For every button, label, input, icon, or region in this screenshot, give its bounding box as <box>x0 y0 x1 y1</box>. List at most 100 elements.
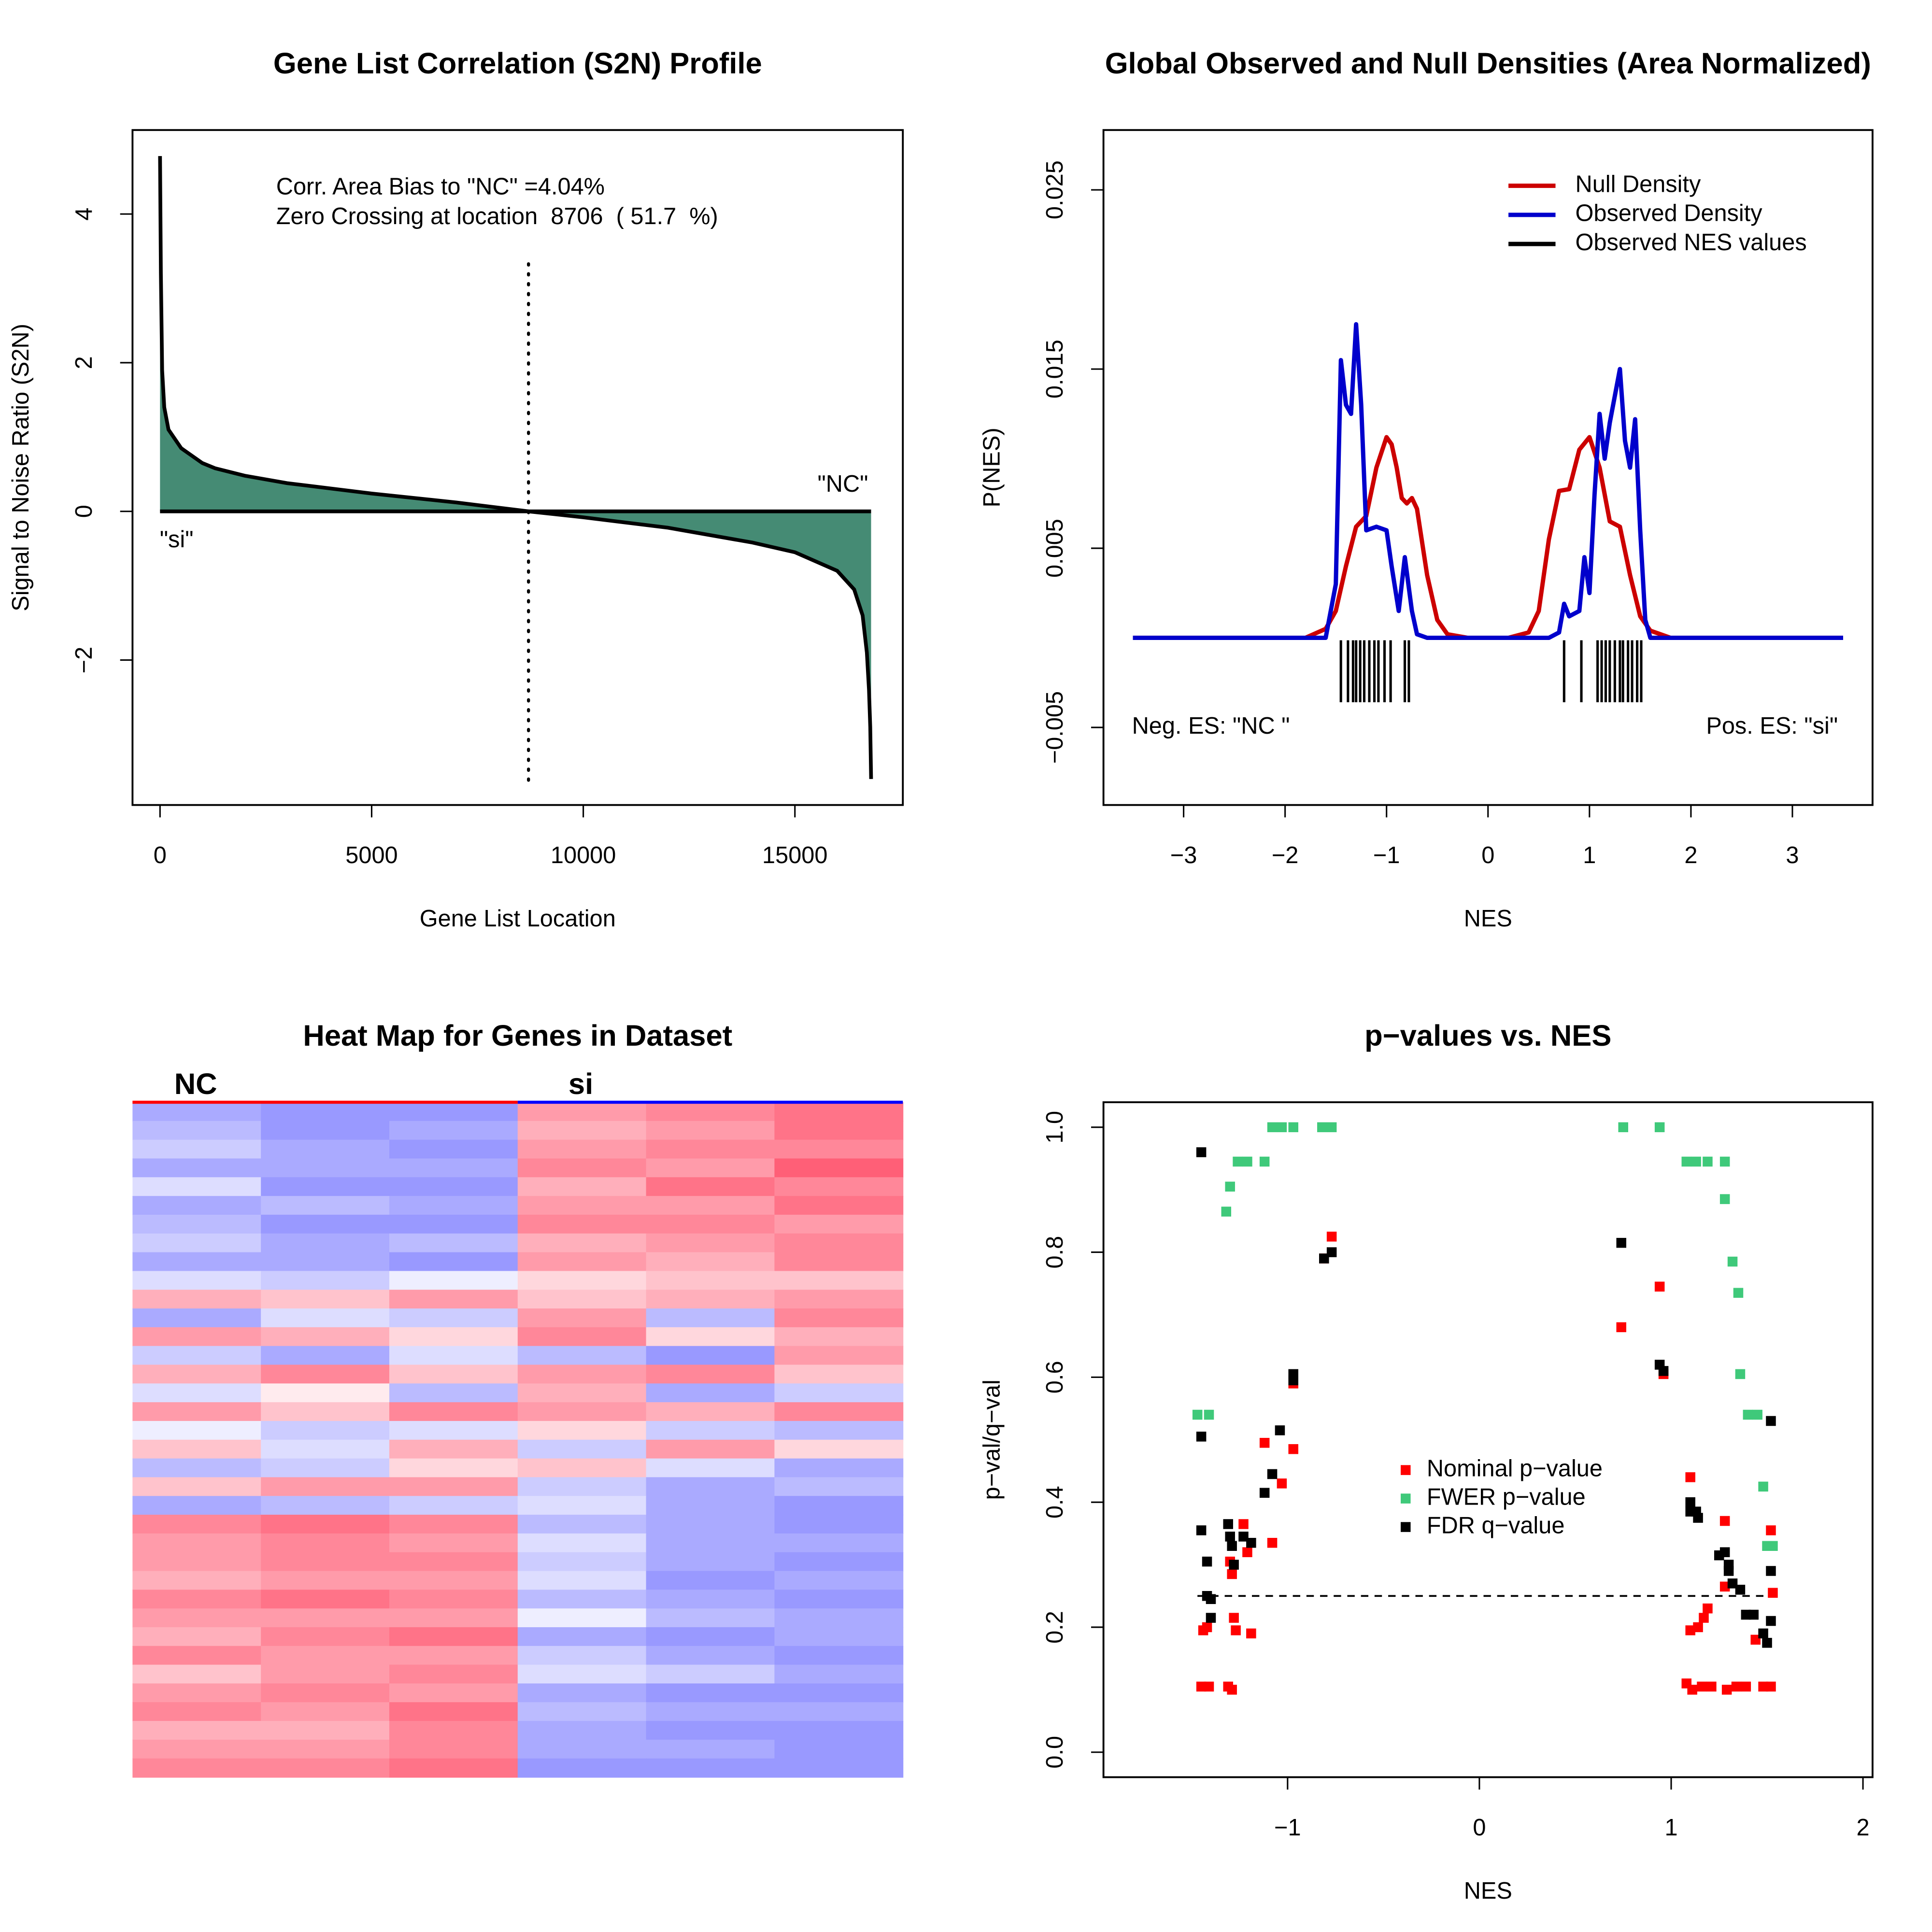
point <box>1206 1613 1216 1623</box>
y-tick-label: 0.0 <box>1042 1736 1068 1769</box>
heatmap-cell <box>517 1646 647 1665</box>
heatmap-cell <box>517 1346 647 1365</box>
heatmap-cell <box>517 1102 647 1122</box>
point <box>1223 1519 1233 1529</box>
heatmap-cell <box>517 1515 647 1534</box>
heatmap-cell <box>646 1177 775 1197</box>
heatmap-cell <box>774 1102 904 1122</box>
point <box>1196 1525 1207 1535</box>
heatmap-cell <box>261 1196 390 1215</box>
point <box>1741 1609 1751 1620</box>
heatmap-cell <box>132 1421 262 1440</box>
x-tick-label: 0 <box>1473 1815 1486 1841</box>
point <box>1654 1122 1665 1133</box>
heatmap-cell <box>389 1590 518 1609</box>
profile-line <box>158 156 873 779</box>
chart-title: Global Observed and Null Densities (Area… <box>1105 47 1871 80</box>
heatmap-cell <box>517 1196 647 1215</box>
heatmap-cell <box>261 1102 390 1122</box>
heatmap-cell <box>389 1496 518 1516</box>
heatmap-cell <box>517 1608 647 1628</box>
heatmap-cell <box>774 1290 904 1309</box>
heatmap-cell <box>517 1721 647 1740</box>
heatmap-cell <box>646 1421 775 1440</box>
point <box>1685 1506 1695 1517</box>
heatmap-cell <box>261 1290 390 1309</box>
heatmap-cell <box>646 1458 775 1478</box>
heatmap-cell <box>132 1252 262 1272</box>
x-tick-label: 0 <box>154 842 167 868</box>
heatmap-cell <box>389 1327 518 1347</box>
heatmap-cell <box>774 1477 904 1497</box>
heatmap-cell <box>646 1290 775 1309</box>
heatmap-cell <box>261 1627 390 1647</box>
heatmap-cell <box>132 1552 262 1572</box>
heatmap-cell <box>646 1608 775 1628</box>
y-tick-label: 2 <box>71 356 97 369</box>
heatmap-cell <box>132 1571 262 1591</box>
point <box>1204 1409 1214 1420</box>
point <box>1246 1538 1256 1548</box>
heatmap-cell <box>389 1439 518 1459</box>
point <box>1748 1609 1759 1620</box>
heatmap-cell <box>132 1402 262 1421</box>
heatmap-cell <box>646 1402 775 1421</box>
heatmap-cell <box>132 1290 262 1309</box>
point <box>1277 1478 1287 1489</box>
point <box>1703 1603 1713 1614</box>
density-line <box>1133 435 1844 640</box>
heatmap-cell <box>517 1439 647 1459</box>
heatmap-cell <box>389 1739 518 1759</box>
heatmap-cell <box>517 1552 647 1572</box>
heatmap-cell <box>517 1590 647 1609</box>
heatmap-cell <box>389 1121 518 1140</box>
point <box>1719 1516 1730 1526</box>
heatmap-cell <box>389 1252 518 1272</box>
point <box>1616 1322 1626 1333</box>
heatmap-cell <box>132 1515 262 1534</box>
point <box>1288 1122 1298 1133</box>
point <box>1693 1513 1703 1523</box>
class-label: si <box>568 1067 593 1101</box>
heatmap-cell <box>132 1533 262 1553</box>
heatmap-cell <box>389 1533 518 1553</box>
point <box>1202 1556 1212 1567</box>
heatmap-cell <box>774 1364 904 1384</box>
heatmap-cell <box>646 1214 775 1234</box>
x-tick-label: 1 <box>1583 842 1596 868</box>
heatmap-cell <box>389 1664 518 1684</box>
point <box>1229 1560 1239 1570</box>
heatmap-cell <box>517 1702 647 1722</box>
heatmap-cell <box>517 1683 647 1703</box>
point <box>1267 1538 1278 1548</box>
heatmap-cell <box>389 1421 518 1440</box>
x-tick-label: −1 <box>1274 1815 1301 1841</box>
y-tick-label: 0.2 <box>1042 1611 1068 1644</box>
point <box>1766 1416 1776 1426</box>
point <box>1750 1634 1761 1645</box>
heatmap-cell <box>132 1308 262 1328</box>
point <box>1703 1156 1713 1167</box>
heatmap-cell <box>132 1346 262 1365</box>
point <box>1242 1156 1252 1167</box>
heatmap-cell <box>646 1102 775 1122</box>
heatmap-cell <box>389 1571 518 1591</box>
heatmap-cell <box>389 1383 518 1403</box>
heatmap-cell <box>389 1139 518 1159</box>
heatmap-cell <box>132 1233 262 1253</box>
heatmap-cell <box>261 1214 390 1234</box>
point <box>1267 1469 1278 1479</box>
point <box>1616 1237 1626 1248</box>
y-tick-label: −0.005 <box>1042 691 1068 764</box>
heatmap-cell <box>261 1664 390 1684</box>
point <box>1723 1566 1734 1576</box>
point <box>1231 1625 1241 1635</box>
point <box>1727 1578 1738 1589</box>
heatmap-cell <box>132 1214 262 1234</box>
heatmap-cell <box>261 1646 390 1665</box>
heatmap-cell <box>517 1177 647 1197</box>
heatmap-cell <box>389 1515 518 1534</box>
x-tick-label: 15000 <box>762 842 827 868</box>
x-tick-label: −3 <box>1170 842 1197 868</box>
